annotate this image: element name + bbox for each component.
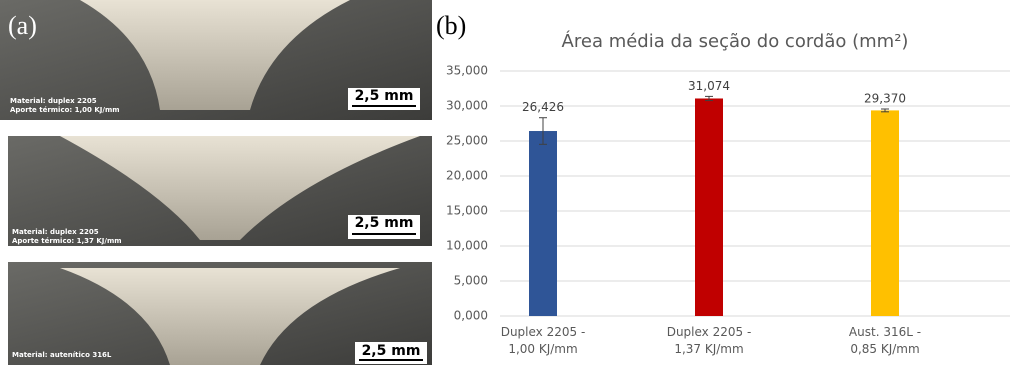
page: Material: duplex 2205 Aporte térmico: 1,… <box>0 0 1017 365</box>
material-label: Material: autenítico 316L <box>12 351 112 359</box>
micrograph-2: Material: duplex 2205 Aporte térmico: 1,… <box>8 136 432 246</box>
y-tick-label: 20,000 <box>446 169 488 183</box>
panel-label: (a) <box>8 11 37 40</box>
material-label: Material: duplex 2205 <box>12 228 99 236</box>
bar <box>529 131 557 316</box>
y-tick-label: 10,000 <box>446 239 488 253</box>
panel-label: (b) <box>436 11 466 40</box>
micrograph-1: Material: duplex 2205 Aporte térmico: 1,… <box>0 0 432 120</box>
bar <box>871 110 899 316</box>
x-tick-label: Duplex 2205 - 1,37 KJ/mm <box>639 324 779 358</box>
figure: Material: duplex 2205 Aporte térmico: 1,… <box>0 0 1017 365</box>
chart-title: Área média da seção do cordão (mm²) <box>562 30 909 52</box>
heat-input-label: Aporte térmico: 1,00 KJ/mm <box>10 106 120 114</box>
y-tick-label: 5,000 <box>454 274 488 288</box>
y-tick-label: 35,000 <box>446 64 488 78</box>
value-label: 26,426 <box>522 100 564 114</box>
y-tick-label: 0,000 <box>454 309 488 323</box>
bar <box>695 98 723 316</box>
heat-input-label: Aporte térmico: 1,37 KJ/mm <box>12 237 122 245</box>
scale-label: 2,5 mm <box>362 343 421 359</box>
scale-label: 2,5 mm <box>355 215 414 231</box>
scale-label: 2,5 mm <box>355 88 414 104</box>
y-tick-label: 25,000 <box>446 134 488 148</box>
micrograph-3: Material: autenítico 316L 2,5 mm <box>8 262 432 365</box>
value-label: 29,370 <box>864 92 906 106</box>
value-label: 31,074 <box>688 79 730 93</box>
x-tick-label: Duplex 2205 - 1,00 KJ/mm <box>473 324 613 358</box>
y-tick-label: 15,000 <box>446 204 488 218</box>
material-label: Material: duplex 2205 <box>10 97 97 105</box>
x-tick-label: Aust. 316L - 0,85 KJ/mm <box>815 324 955 358</box>
y-tick-label: 30,000 <box>446 99 488 113</box>
